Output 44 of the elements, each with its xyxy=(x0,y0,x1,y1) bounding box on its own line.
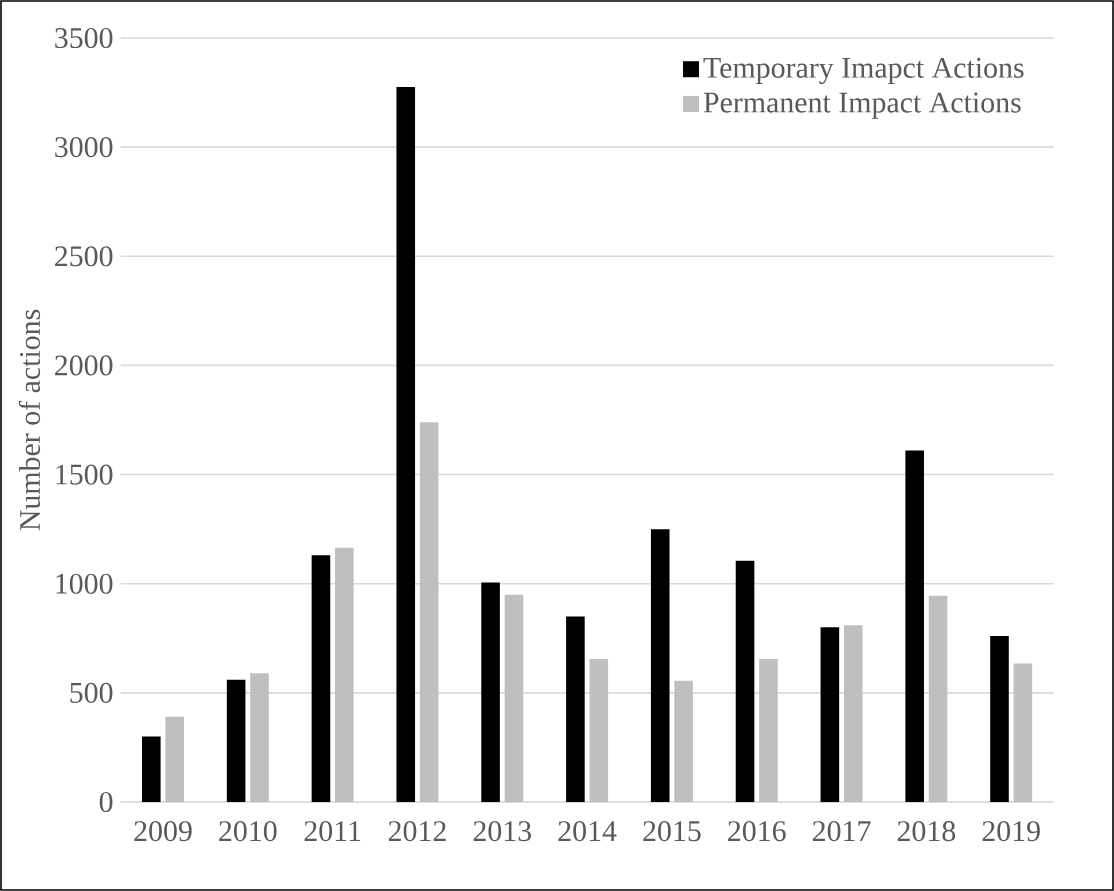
bar xyxy=(735,560,755,802)
x-tick-label: 2014 xyxy=(558,821,617,842)
bar xyxy=(674,680,693,802)
bar xyxy=(566,616,585,802)
legend-label: Temporary Imapct Actions xyxy=(703,57,1024,85)
bar xyxy=(650,529,670,802)
bar xyxy=(165,716,184,802)
bar xyxy=(905,450,924,802)
legend-label: Permanent Impact Actions xyxy=(703,92,1021,119)
bar xyxy=(928,595,948,802)
y-tick-label: 2000 xyxy=(55,355,113,376)
bar xyxy=(589,659,609,802)
x-tick-label: 2011 xyxy=(304,821,361,842)
y-tick-label: 0 xyxy=(99,791,113,813)
bar xyxy=(419,422,439,802)
y-axis-title: Number of actions xyxy=(18,309,41,531)
x-tick-label: 2019 xyxy=(982,821,1040,842)
bar xyxy=(335,547,354,802)
bar xyxy=(311,555,331,802)
bar xyxy=(1013,663,1033,802)
x-tick-label: 2018 xyxy=(897,821,956,842)
bar xyxy=(820,627,840,802)
bar xyxy=(142,736,161,802)
bar xyxy=(843,625,863,802)
bar xyxy=(504,594,524,802)
y-tick-label: 1500 xyxy=(56,464,113,485)
y-tick-label: 2500 xyxy=(55,246,113,267)
bar xyxy=(481,582,500,802)
x-tick-label: 2015 xyxy=(643,821,701,842)
y-tick-label: 500 xyxy=(70,682,113,703)
bar xyxy=(226,679,246,802)
bar xyxy=(990,636,1009,802)
x-tick-label: 2017 xyxy=(812,821,871,842)
bar xyxy=(759,659,778,802)
x-tick-label: 2012 xyxy=(388,821,446,842)
bar xyxy=(396,87,416,802)
x-tick-label: 2009 xyxy=(134,821,192,842)
bar xyxy=(250,673,269,802)
y-tick-label: 3500 xyxy=(55,27,113,49)
y-tick-label: 1000 xyxy=(56,573,113,594)
x-tick-label: 2016 xyxy=(728,821,786,842)
x-tick-label: 2010 xyxy=(219,821,277,842)
x-tick-label: 2013 xyxy=(473,821,531,842)
y-tick-label: 3000 xyxy=(55,137,113,158)
